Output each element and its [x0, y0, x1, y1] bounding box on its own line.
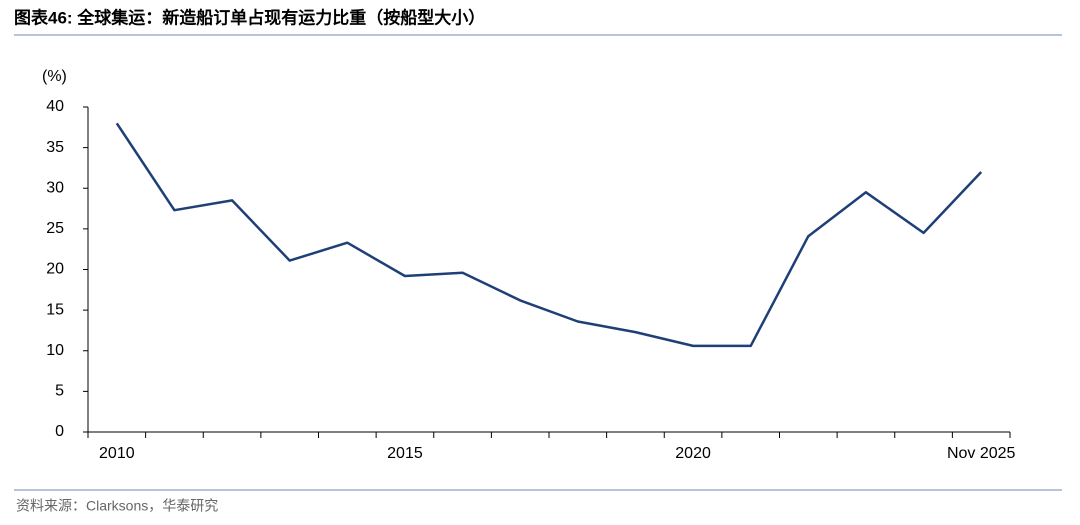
source: 资料来源：Clarksons，华泰研究 — [16, 498, 218, 514]
y-tick-label: 20 — [46, 261, 64, 278]
y-tick-label: 25 — [46, 220, 64, 237]
y-tick-label: 0 — [55, 423, 64, 440]
x-tick-label: 2010 — [99, 445, 135, 462]
x-tick-label: 2015 — [387, 445, 423, 462]
y-tick-label: 15 — [46, 301, 64, 318]
data-line — [115, 122, 983, 348]
y-tick-label: 30 — [46, 179, 64, 196]
y-tick-label: 5 — [55, 383, 64, 400]
y-tick-label: 35 — [46, 139, 64, 156]
y-tick-label: 10 — [46, 342, 64, 359]
chart-title: 图表46: 全球集运：新造船订单占现有运力比重（按船型大小） — [14, 7, 485, 27]
x-tick-label: Nov 2025 — [947, 445, 1016, 462]
x-tick-label: 2020 — [675, 445, 711, 462]
y-axis-label: (%) — [42, 68, 67, 85]
y-tick-label: 40 — [46, 98, 64, 115]
